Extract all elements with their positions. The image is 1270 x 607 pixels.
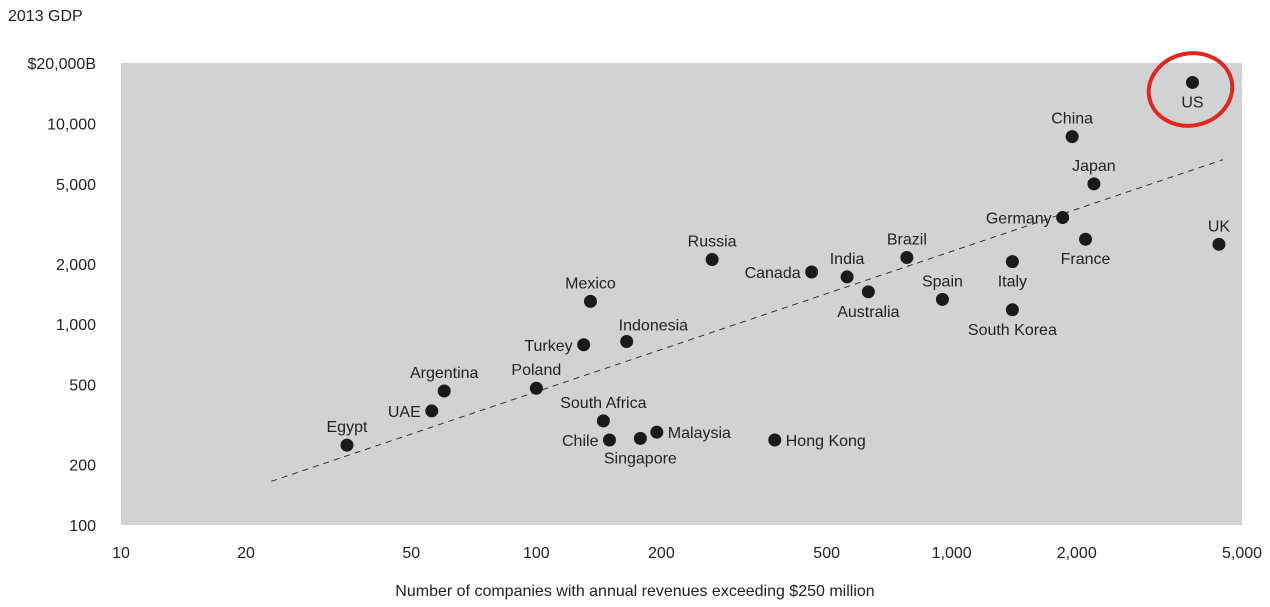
point-singapore — [633, 431, 647, 445]
point-label-south-africa: South Africa — [560, 395, 646, 412]
y-tick-label: 1,000 — [56, 317, 96, 334]
point-russia — [705, 253, 719, 267]
point-label-poland: Poland — [511, 362, 561, 379]
point-label-uk: UK — [1208, 218, 1231, 235]
point-label-russia: Russia — [688, 234, 737, 251]
point-label-spain: Spain — [922, 273, 963, 290]
x-tick-label: 5,000 — [1222, 545, 1262, 562]
y-tick-label: 10,000 — [47, 116, 96, 133]
y-axis-ticks: 100 200 500 1,000 2,000 5,000 10,000 $20,000B — [27, 56, 96, 535]
point-label-chile: Chile — [562, 433, 599, 450]
data-points: US China Japan Germany France UK Brazil Italy Ru… — [327, 75, 1231, 467]
x-tick-label: 20 — [237, 545, 255, 562]
point-label-turkey: Turkey — [524, 338, 572, 355]
y-tick-label: $20,000B — [27, 56, 96, 73]
point-south-korea — [1005, 303, 1019, 317]
x-tick-label: 200 — [648, 545, 675, 562]
point-label-brazil: Brazil — [887, 231, 927, 248]
point-label-us: US — [1181, 94, 1203, 111]
point-label-japan: Japan — [1072, 158, 1116, 175]
point-china — [1065, 130, 1079, 144]
plot-area — [121, 63, 1242, 525]
point-label-egypt: Egypt — [327, 419, 368, 436]
point-australia — [861, 285, 875, 299]
point-chile — [602, 433, 616, 447]
point-uk — [1212, 237, 1226, 251]
x-tick-label: 50 — [402, 545, 420, 562]
us-highlight-circle — [1146, 51, 1235, 128]
point-spain — [935, 292, 949, 306]
point-mexico — [583, 294, 597, 308]
point-label-argentina: Argentina — [410, 365, 479, 382]
point-argentina — [437, 384, 451, 398]
point-label-india: India — [830, 251, 865, 268]
point-label-south-korea: South Korea — [968, 322, 1057, 339]
point-brazil — [900, 250, 914, 264]
point-label-hong-kong: Hong Kong — [786, 433, 866, 450]
point-germany — [1056, 211, 1070, 225]
point-indonesia — [620, 335, 634, 349]
x-axis-title: Number of companies with annual revenues… — [395, 583, 875, 600]
point-egypt — [340, 438, 354, 452]
x-tick-label: 500 — [813, 545, 840, 562]
point-france — [1079, 232, 1093, 246]
point-turkey — [577, 338, 591, 352]
point-label-italy: Italy — [998, 274, 1027, 291]
y-tick-label: 200 — [69, 458, 96, 475]
point-label-canada: Canada — [745, 265, 801, 282]
point-label-singapore: Singapore — [604, 450, 677, 467]
point-india — [840, 270, 854, 284]
point-italy — [1005, 255, 1019, 269]
point-label-mexico: Mexico — [565, 275, 616, 292]
point-label-indonesia: Indonesia — [619, 318, 688, 335]
point-label-malaysia: Malaysia — [668, 425, 731, 442]
point-us — [1185, 75, 1199, 89]
point-label-uae: UAE — [388, 404, 421, 421]
point-hong-kong — [768, 433, 782, 447]
point-malaysia — [650, 425, 664, 439]
x-tick-label: 1,000 — [932, 545, 972, 562]
x-axis-ticks: 10 20 50 100 200 500 1,000 2,000 5,000 — [112, 545, 1262, 562]
y-tick-label: 100 — [69, 518, 96, 535]
point-south-africa — [596, 414, 610, 428]
y-axis-title: 2013 GDP — [8, 8, 83, 25]
y-tick-label: 500 — [69, 378, 96, 395]
point-canada — [805, 265, 819, 279]
y-tick-label: 2,000 — [56, 257, 96, 274]
point-poland — [529, 381, 543, 395]
x-tick-label: 2,000 — [1057, 545, 1097, 562]
point-label-china: China — [1051, 111, 1093, 128]
point-japan — [1087, 177, 1101, 191]
point-label-australia: Australia — [837, 304, 899, 321]
point-label-france: France — [1061, 251, 1111, 268]
point-label-germany: Germany — [986, 211, 1052, 228]
y-tick-label: 5,000 — [56, 177, 96, 194]
x-tick-label: 10 — [112, 545, 130, 562]
point-uae — [425, 404, 439, 418]
x-tick-label: 100 — [523, 545, 550, 562]
